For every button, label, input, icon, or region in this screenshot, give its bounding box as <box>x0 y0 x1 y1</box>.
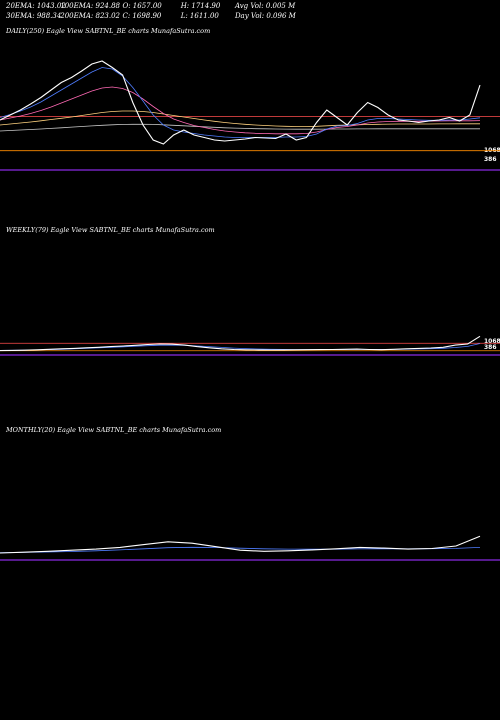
weekly-label-hi: 1068 <box>484 338 500 345</box>
daily-ema20-line <box>0 67 481 138</box>
weekly-chart: 1068 386 <box>0 335 500 356</box>
open-readout: O: 1657.00 <box>122 2 162 10</box>
ema100-readout: 100EMA: 924.88 <box>60 2 121 10</box>
monthly-price-line <box>0 535 481 554</box>
daily-panel-title: DAILY(250) Eagle View SABTNL_BE charts M… <box>6 27 211 35</box>
daily-ema100-line <box>0 110 480 127</box>
monthly-chart <box>0 535 500 561</box>
low-readout: L: 1611.00 <box>180 12 219 20</box>
daily-chart: 1068 386 <box>0 60 500 171</box>
ema200-readout: 200EMA: 823.02 <box>60 12 121 20</box>
daily-ema200-line <box>0 123 480 132</box>
day-vol-readout: Day Vol: 0.096 M <box>234 12 296 20</box>
daily-price-line <box>0 60 481 145</box>
daily-ema30-line <box>0 86 481 135</box>
header-row-1: 20EMA: 1043.02 100EMA: 924.88 O: 1657.00… <box>6 2 295 10</box>
header-row-2: 30EMA: 988.34 200EMA: 823.02 C: 1698.90 … <box>6 12 296 20</box>
weekly-label-lo: 386 <box>484 344 497 351</box>
weekly-panel-title: WEEKLY(79) Eagle View SABTNL_BE charts M… <box>6 226 215 234</box>
avg-vol-readout: Avg Vol: 0.005 M <box>234 2 296 10</box>
ema30-readout: 30EMA: 988.34 <box>6 12 62 20</box>
weekly-price-line <box>0 335 481 352</box>
ema20-readout: 20EMA: 1043.02 <box>6 2 66 10</box>
close-readout: C: 1698.90 <box>122 12 162 20</box>
high-readout: H: 1714.90 <box>180 2 221 10</box>
monthly-panel-title: MONTHLY(20) Eagle View SABTNL_BE charts … <box>6 426 222 434</box>
daily-label-lo: 386 <box>484 156 497 163</box>
